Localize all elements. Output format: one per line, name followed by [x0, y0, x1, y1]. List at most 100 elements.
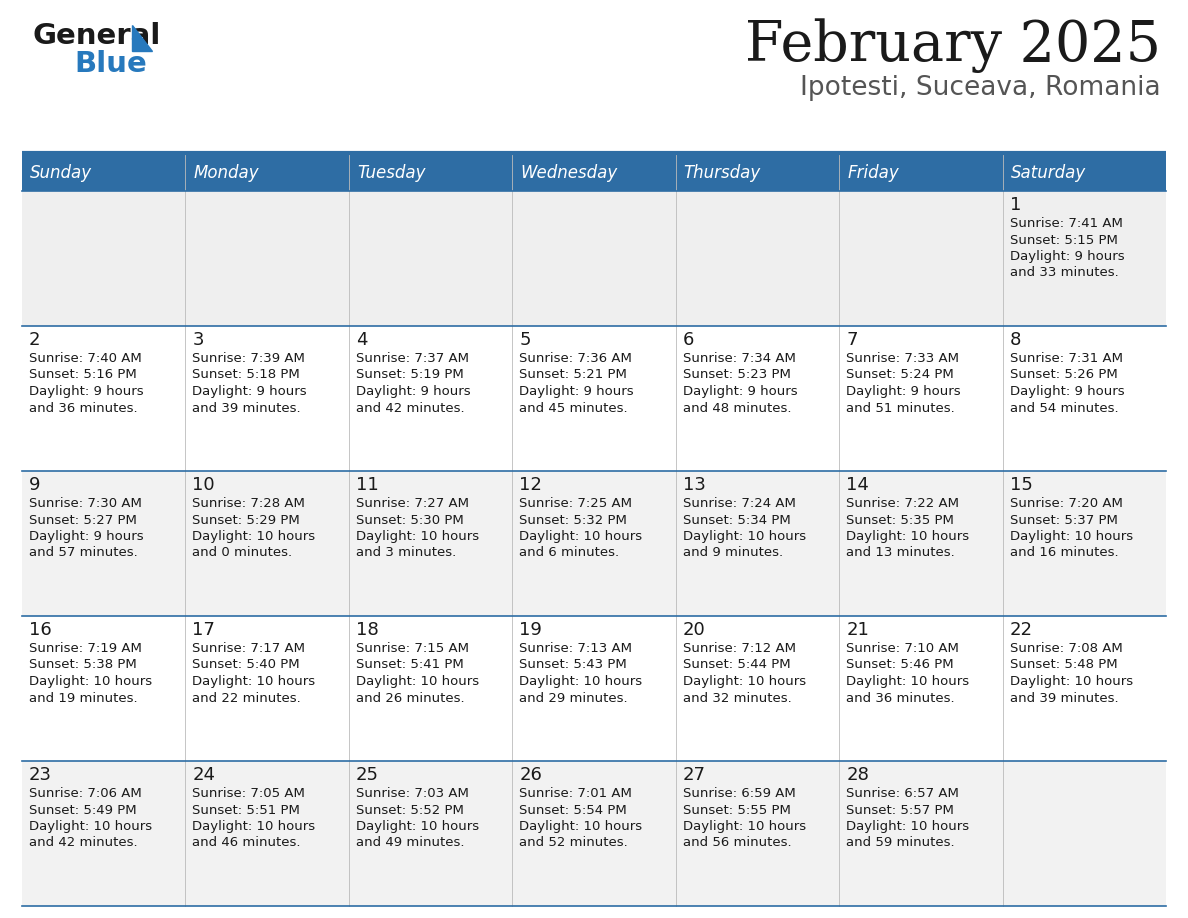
Text: 20: 20	[683, 621, 706, 639]
Bar	[349, 155, 512, 191]
Text: and 22 minutes.: and 22 minutes.	[192, 691, 302, 704]
Bar	[349, 191, 512, 326]
Bar	[676, 616, 839, 761]
Text: Daylight: 10 hours: Daylight: 10 hours	[683, 675, 805, 688]
Text: 6: 6	[683, 331, 694, 349]
Text: 27: 27	[683, 766, 706, 784]
Text: Sunrise: 7:24 AM: Sunrise: 7:24 AM	[683, 497, 796, 510]
Text: Sunrise: 7:13 AM: Sunrise: 7:13 AM	[519, 642, 632, 655]
Text: Sunset: 5:34 PM: Sunset: 5:34 PM	[683, 513, 790, 527]
Text: and 51 minutes.: and 51 minutes.	[846, 401, 955, 415]
Text: Sunset: 5:54 PM: Sunset: 5:54 PM	[519, 803, 627, 816]
Bar	[1003, 191, 1165, 326]
Text: and 26 minutes.: and 26 minutes.	[356, 691, 465, 704]
Text: Daylight: 10 hours: Daylight: 10 hours	[356, 675, 479, 688]
Text: Sunset: 5:26 PM: Sunset: 5:26 PM	[1010, 368, 1118, 382]
Bar	[512, 761, 676, 906]
Bar	[1003, 471, 1165, 616]
Text: 26: 26	[519, 766, 542, 784]
Bar	[512, 326, 676, 471]
Text: Daylight: 9 hours: Daylight: 9 hours	[683, 385, 797, 398]
Bar	[839, 326, 1003, 471]
Text: Daylight: 10 hours: Daylight: 10 hours	[846, 675, 969, 688]
Bar	[185, 616, 349, 761]
Bar	[185, 155, 349, 191]
Bar	[839, 471, 1003, 616]
Bar	[23, 191, 185, 326]
Text: Sunrise: 7:03 AM: Sunrise: 7:03 AM	[356, 787, 469, 800]
Bar	[23, 761, 185, 906]
Text: and 56 minutes.: and 56 minutes.	[683, 836, 791, 849]
Text: Daylight: 10 hours: Daylight: 10 hours	[29, 820, 152, 833]
Text: Sunrise: 7:15 AM: Sunrise: 7:15 AM	[356, 642, 469, 655]
Bar	[185, 191, 349, 326]
Bar	[1003, 616, 1165, 761]
Text: 13: 13	[683, 476, 706, 494]
Bar	[349, 761, 512, 906]
Bar	[512, 471, 676, 616]
Text: Monday: Monday	[194, 164, 259, 182]
Text: Daylight: 9 hours: Daylight: 9 hours	[519, 385, 634, 398]
Bar	[839, 191, 1003, 326]
Text: Daylight: 9 hours: Daylight: 9 hours	[846, 385, 961, 398]
Text: Sunrise: 7:28 AM: Sunrise: 7:28 AM	[192, 497, 305, 510]
Text: 18: 18	[356, 621, 379, 639]
Bar	[839, 155, 1003, 191]
Text: Sunset: 5:38 PM: Sunset: 5:38 PM	[29, 658, 137, 671]
Text: Blue: Blue	[74, 50, 147, 78]
Text: and 36 minutes.: and 36 minutes.	[846, 691, 955, 704]
Text: 1: 1	[1010, 196, 1020, 214]
Text: Sunrise: 7:40 AM: Sunrise: 7:40 AM	[29, 352, 141, 365]
Text: Sunset: 5:18 PM: Sunset: 5:18 PM	[192, 368, 301, 382]
Text: Daylight: 10 hours: Daylight: 10 hours	[192, 675, 316, 688]
Text: Sunrise: 7:10 AM: Sunrise: 7:10 AM	[846, 642, 959, 655]
Text: 10: 10	[192, 476, 215, 494]
Text: Sunrise: 7:01 AM: Sunrise: 7:01 AM	[519, 787, 632, 800]
Text: Daylight: 9 hours: Daylight: 9 hours	[356, 385, 470, 398]
Text: Daylight: 10 hours: Daylight: 10 hours	[1010, 530, 1132, 543]
Text: Sunset: 5:43 PM: Sunset: 5:43 PM	[519, 658, 627, 671]
Text: Sunset: 5:16 PM: Sunset: 5:16 PM	[29, 368, 137, 382]
Text: Thursday: Thursday	[684, 164, 762, 182]
Text: Sunrise: 7:31 AM: Sunrise: 7:31 AM	[1010, 352, 1123, 365]
Text: Sunrise: 7:36 AM: Sunrise: 7:36 AM	[519, 352, 632, 365]
Text: Wednesday: Wednesday	[520, 164, 618, 182]
Bar	[185, 761, 349, 906]
Text: and 0 minutes.: and 0 minutes.	[192, 546, 292, 559]
Text: and 9 minutes.: and 9 minutes.	[683, 546, 783, 559]
Bar	[349, 471, 512, 616]
Text: Sunset: 5:49 PM: Sunset: 5:49 PM	[29, 803, 137, 816]
Text: Sunday: Sunday	[30, 164, 93, 182]
Text: and 54 minutes.: and 54 minutes.	[1010, 401, 1118, 415]
Text: 24: 24	[192, 766, 215, 784]
Bar	[839, 616, 1003, 761]
Text: and 6 minutes.: and 6 minutes.	[519, 546, 619, 559]
Bar	[349, 616, 512, 761]
Text: and 33 minutes.: and 33 minutes.	[1010, 266, 1118, 279]
Text: Daylight: 9 hours: Daylight: 9 hours	[1010, 385, 1124, 398]
Text: Daylight: 10 hours: Daylight: 10 hours	[519, 530, 643, 543]
Text: Sunset: 5:15 PM: Sunset: 5:15 PM	[1010, 233, 1118, 247]
Text: Daylight: 10 hours: Daylight: 10 hours	[846, 820, 969, 833]
Text: Sunrise: 7:22 AM: Sunrise: 7:22 AM	[846, 497, 959, 510]
Text: and 42 minutes.: and 42 minutes.	[356, 401, 465, 415]
Text: Sunrise: 7:30 AM: Sunrise: 7:30 AM	[29, 497, 141, 510]
Text: and 46 minutes.: and 46 minutes.	[192, 836, 301, 849]
Text: Sunrise: 7:20 AM: Sunrise: 7:20 AM	[1010, 497, 1123, 510]
Text: 5: 5	[519, 331, 531, 349]
Text: Saturday: Saturday	[1011, 164, 1086, 182]
Text: 28: 28	[846, 766, 868, 784]
Text: Daylight: 10 hours: Daylight: 10 hours	[356, 530, 479, 543]
Text: Sunrise: 7:17 AM: Sunrise: 7:17 AM	[192, 642, 305, 655]
Text: and 57 minutes.: and 57 minutes.	[29, 546, 138, 559]
Bar	[676, 471, 839, 616]
Bar	[185, 471, 349, 616]
Text: Sunset: 5:55 PM: Sunset: 5:55 PM	[683, 803, 790, 816]
Text: Sunset: 5:24 PM: Sunset: 5:24 PM	[846, 368, 954, 382]
Text: Sunrise: 7:34 AM: Sunrise: 7:34 AM	[683, 352, 796, 365]
Text: 3: 3	[192, 331, 204, 349]
Text: Sunset: 5:41 PM: Sunset: 5:41 PM	[356, 658, 463, 671]
Bar	[23, 155, 185, 191]
Text: 19: 19	[519, 621, 542, 639]
Text: 11: 11	[356, 476, 379, 494]
